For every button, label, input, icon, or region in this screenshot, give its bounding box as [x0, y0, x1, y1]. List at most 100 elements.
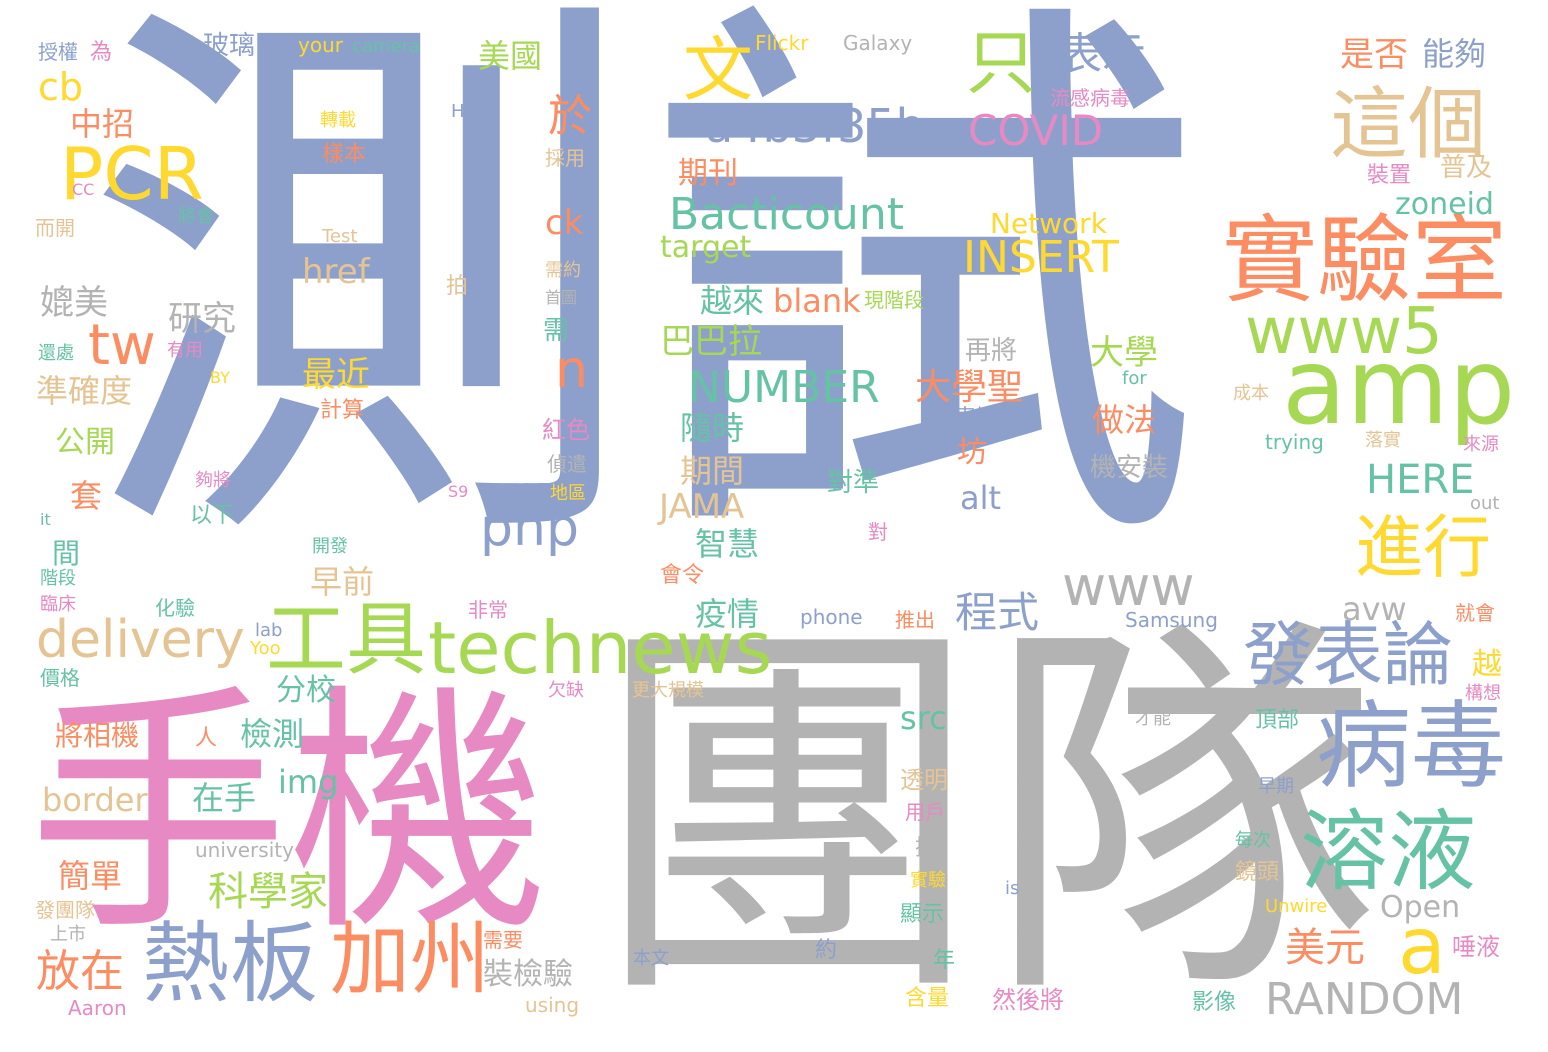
word-cloud-word: 早期: [1258, 776, 1294, 797]
word-cloud-word: src: [900, 699, 947, 737]
word-cloud-word: Flickr: [755, 31, 809, 55]
word-cloud-word: 文: [683, 29, 753, 111]
word-cloud-word: 最近: [302, 355, 370, 395]
word-cloud-word: www: [1062, 555, 1195, 618]
word-cloud-word: 更大規模: [632, 680, 704, 701]
word-cloud-word: 每次: [1235, 830, 1271, 851]
word-cloud-word: cb: [38, 65, 84, 109]
word-cloud-word: blank: [773, 282, 861, 320]
word-cloud-word: 臨床: [40, 594, 76, 615]
word-cloud-word: 本文: [633, 948, 669, 969]
word-cloud-word: 流感病毒: [1050, 86, 1130, 110]
word-cloud-word: a4b3f35b: [705, 99, 925, 153]
word-cloud-word: out: [1470, 493, 1500, 514]
word-cloud-word: 就會: [1455, 601, 1495, 625]
word-cloud-word: 影像: [1192, 990, 1237, 1015]
word-cloud-word: 價格: [40, 666, 80, 690]
word-cloud-word: trying: [1265, 430, 1324, 454]
word-cloud-word: 對: [868, 520, 888, 544]
word-cloud-word: 準確度: [36, 372, 133, 410]
word-cloud-word: 拍: [446, 274, 469, 299]
word-cloud-word: Open: [1380, 890, 1461, 925]
word-cloud-word: 加州: [330, 913, 490, 1006]
word-cloud-word: HERE: [1366, 457, 1475, 503]
word-cloud-word: 授權: [38, 40, 78, 64]
word-cloud-word: 中招: [70, 105, 135, 143]
word-cloud-word: 美國: [478, 37, 543, 75]
word-cloud-word: RANDOM: [1265, 974, 1464, 1025]
word-cloud-word: S9: [448, 482, 469, 501]
word-cloud-word: university: [195, 838, 294, 862]
word-cloud-word: 期間: [680, 452, 745, 490]
word-cloud-word: 檢測: [240, 715, 305, 753]
word-cloud-word: 南加州: [955, 404, 1015, 428]
word-cloud-word: 需約: [545, 260, 581, 281]
word-cloud-word: 大學: [1090, 333, 1158, 373]
word-cloud-word: for: [1122, 368, 1147, 389]
word-cloud-word: BY: [210, 368, 230, 387]
word-cloud-word: using: [525, 993, 580, 1017]
word-cloud-word: 溶液: [1300, 800, 1477, 903]
word-cloud-word: 將相機: [55, 719, 140, 752]
word-cloud-word: tw: [88, 313, 156, 378]
word-cloud-word: 紅色: [542, 416, 590, 444]
word-cloud-word: 階段: [40, 568, 76, 589]
word-cloud-word: alt: [960, 479, 1002, 517]
word-cloud-word: camera: [352, 36, 420, 57]
word-cloud-word: 這個: [1330, 80, 1487, 170]
word-cloud-word: Test: [322, 226, 358, 247]
word-cloud-word: 早前: [310, 563, 375, 601]
word-cloud-word: 才能: [1135, 708, 1171, 729]
word-cloud-word: 期刊: [678, 156, 738, 191]
word-cloud-word: 構想: [1465, 683, 1501, 704]
word-cloud-word: technews: [428, 606, 773, 690]
word-cloud-word: 有用: [167, 340, 203, 361]
word-cloud-word: 實驗室: [1222, 206, 1508, 316]
word-cloud-word: n: [555, 340, 588, 400]
word-cloud-word: 頂部: [1255, 708, 1300, 733]
word-cloud-word: Unwire: [1265, 896, 1328, 917]
word-cloud-word: 公開: [55, 425, 115, 460]
word-cloud-word: 巴巴拉: [660, 322, 762, 362]
word-cloud-word: 玻璃: [203, 31, 256, 61]
word-cloud-word: Samsung: [1125, 608, 1218, 632]
word-cloud-word: 首圖: [545, 288, 578, 307]
word-cloud-word: 發團隊: [35, 898, 95, 922]
word-cloud-word: 上市: [50, 924, 86, 945]
word-cloud-word: 於: [548, 91, 592, 142]
word-cloud-word: 在手: [192, 779, 257, 817]
word-cloud-word: 科學家: [208, 869, 328, 915]
word-cloud-word: 病毒: [1316, 692, 1507, 802]
word-cloud-word: 推出: [895, 608, 935, 632]
word-cloud-word: 智慧: [695, 525, 760, 563]
word-cloud-word: lab: [255, 620, 283, 641]
word-cloud-word: delivery: [36, 610, 245, 670]
word-cloud-word: 團隊: [590, 587, 1380, 1047]
word-cloud-word: ck: [545, 203, 584, 243]
word-cloud-word: 實驗: [910, 870, 946, 891]
word-cloud-word: Bacticount: [669, 189, 904, 240]
word-cloud-word: 做法: [1092, 401, 1157, 439]
word-cloud-word: 化驗: [155, 596, 195, 620]
word-cloud-word: 能夠: [1422, 35, 1487, 73]
word-cloud-word: 現階段: [864, 288, 924, 312]
word-cloud-word: 人: [195, 726, 218, 751]
word-cloud-word: 再將: [965, 336, 1018, 366]
word-cloud-word: 採用: [545, 146, 585, 170]
word-cloud-word: 進行: [1355, 509, 1492, 588]
word-cloud-word: 只: [966, 22, 1036, 104]
word-cloud-word: 透明: [900, 766, 948, 794]
word-cloud-word: 普及: [1440, 153, 1493, 183]
word-cloud-word: 裝檢驗: [483, 957, 573, 992]
word-cloud-word: Galaxy: [843, 31, 913, 55]
word-cloud-word: 成本: [1233, 383, 1269, 404]
word-cloud-word: 以下: [190, 503, 235, 528]
word-cloud-word: amp: [1282, 326, 1516, 448]
word-cloud-word: 越: [1472, 647, 1502, 682]
word-cloud-word: 需: [543, 316, 570, 346]
word-cloud-word: phone: [800, 605, 863, 629]
word-cloud-word: 然後將: [992, 986, 1064, 1014]
word-cloud-word: 機安裝: [1090, 453, 1169, 483]
word-cloud-word: 套: [70, 477, 103, 515]
